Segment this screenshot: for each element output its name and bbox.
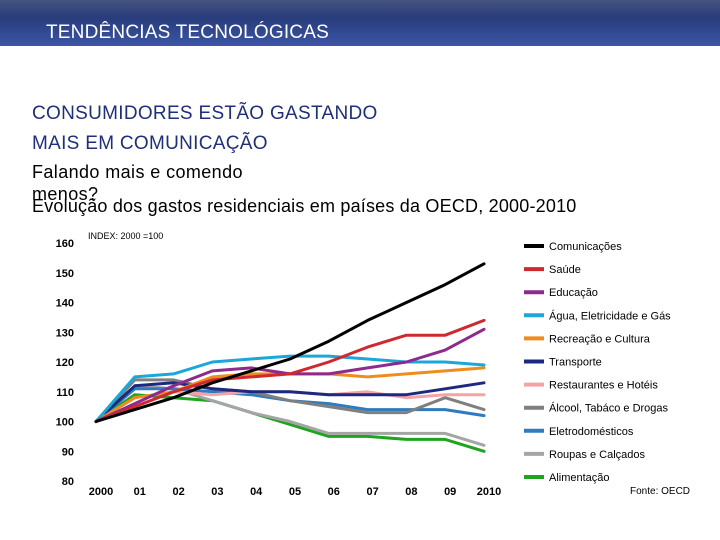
- series-line-agua-eletricidade-e-gas: [94, 354, 486, 423]
- y-tick-label: 130: [56, 327, 74, 339]
- legend-label-eletrodomesticos: Eletrodomésticos: [549, 426, 634, 438]
- header-banner: TENDÊNCIAS TECNOLÓGICAS: [0, 0, 720, 46]
- series-line-comunicacoes: [94, 262, 486, 423]
- x-tick-label: 2010: [477, 486, 501, 498]
- index-label: INDEX: 2000 =100: [88, 231, 163, 241]
- x-tick-label: 07: [366, 486, 378, 498]
- headline-line-2: MAIS EM COMUNICAÇÃO: [32, 133, 268, 154]
- x-tick-label: 08: [405, 486, 417, 498]
- x-tick-label: 01: [134, 486, 146, 498]
- subtitle: Falando mais e comendo menos?: [32, 162, 243, 204]
- legend-label-transporte: Transporte: [549, 357, 602, 369]
- x-tick-label: 06: [328, 486, 340, 498]
- x-tick-label: 2000: [89, 486, 113, 498]
- x-tick-label: 03: [211, 486, 223, 498]
- x-tick-label: 09: [444, 486, 456, 498]
- legend-label-saude: Saúde: [549, 264, 581, 276]
- source-note: Fonte: OECD: [630, 486, 691, 497]
- legend-label-educacao: Educação: [549, 287, 598, 299]
- series-line-saude: [94, 318, 486, 423]
- y-tick-label: 140: [56, 298, 74, 310]
- y-tick-label: 120: [56, 357, 74, 369]
- banner-title: TENDÊNCIAS TECNOLÓGICAS: [46, 22, 329, 43]
- legend-label-alcool-tabaco-e-drogas: Álcool, Tabáco e Drogas: [549, 402, 669, 415]
- y-tick-label: 160: [56, 238, 74, 250]
- y-tick-label: 100: [56, 417, 74, 429]
- x-axis: 2000 01 02 03 04 05 06 07 08 09 2010: [89, 486, 501, 498]
- legend-label-recreacao-e-cultura: Recreação e Cultura: [549, 333, 651, 345]
- legend-label-roupas-e-calcados: Roupas e Calçados: [549, 449, 646, 461]
- headline-line-1: CONSUMIDORES ESTÃO GASTANDO: [32, 103, 378, 124]
- y-tick-label: 90: [62, 446, 74, 458]
- series-line-alcool-tabaco-e-drogas: [94, 378, 486, 423]
- x-tick-label: 04: [250, 486, 263, 498]
- banner-shine: [0, 0, 720, 18]
- legend-label-alimentacao: Alimentação: [549, 472, 610, 484]
- x-tick-label: 02: [172, 486, 184, 498]
- y-tick-label: 110: [56, 387, 74, 399]
- y-axis: 80 90 100 110 120 130 140 150 160: [56, 238, 74, 488]
- y-tick-label: 150: [56, 268, 74, 280]
- legend-label-agua-eletricidade-e-gas: Água, Eletricidade e Gás: [549, 309, 671, 322]
- legend-label-restaurantes-e-hoteis: Restaurantes e Hotéis: [549, 380, 658, 392]
- y-tick-label: 80: [62, 476, 74, 488]
- x-tick-label: 05: [289, 486, 301, 498]
- chart-title: Evolução dos gastos residenciais em país…: [32, 196, 577, 216]
- series-line-transporte: [94, 381, 486, 423]
- series-lines: [94, 262, 486, 453]
- legend: Comunicações Saúde Educação Água, Eletricid…: [524, 241, 671, 484]
- legend-label-comunicacoes: Comunicações: [549, 241, 622, 253]
